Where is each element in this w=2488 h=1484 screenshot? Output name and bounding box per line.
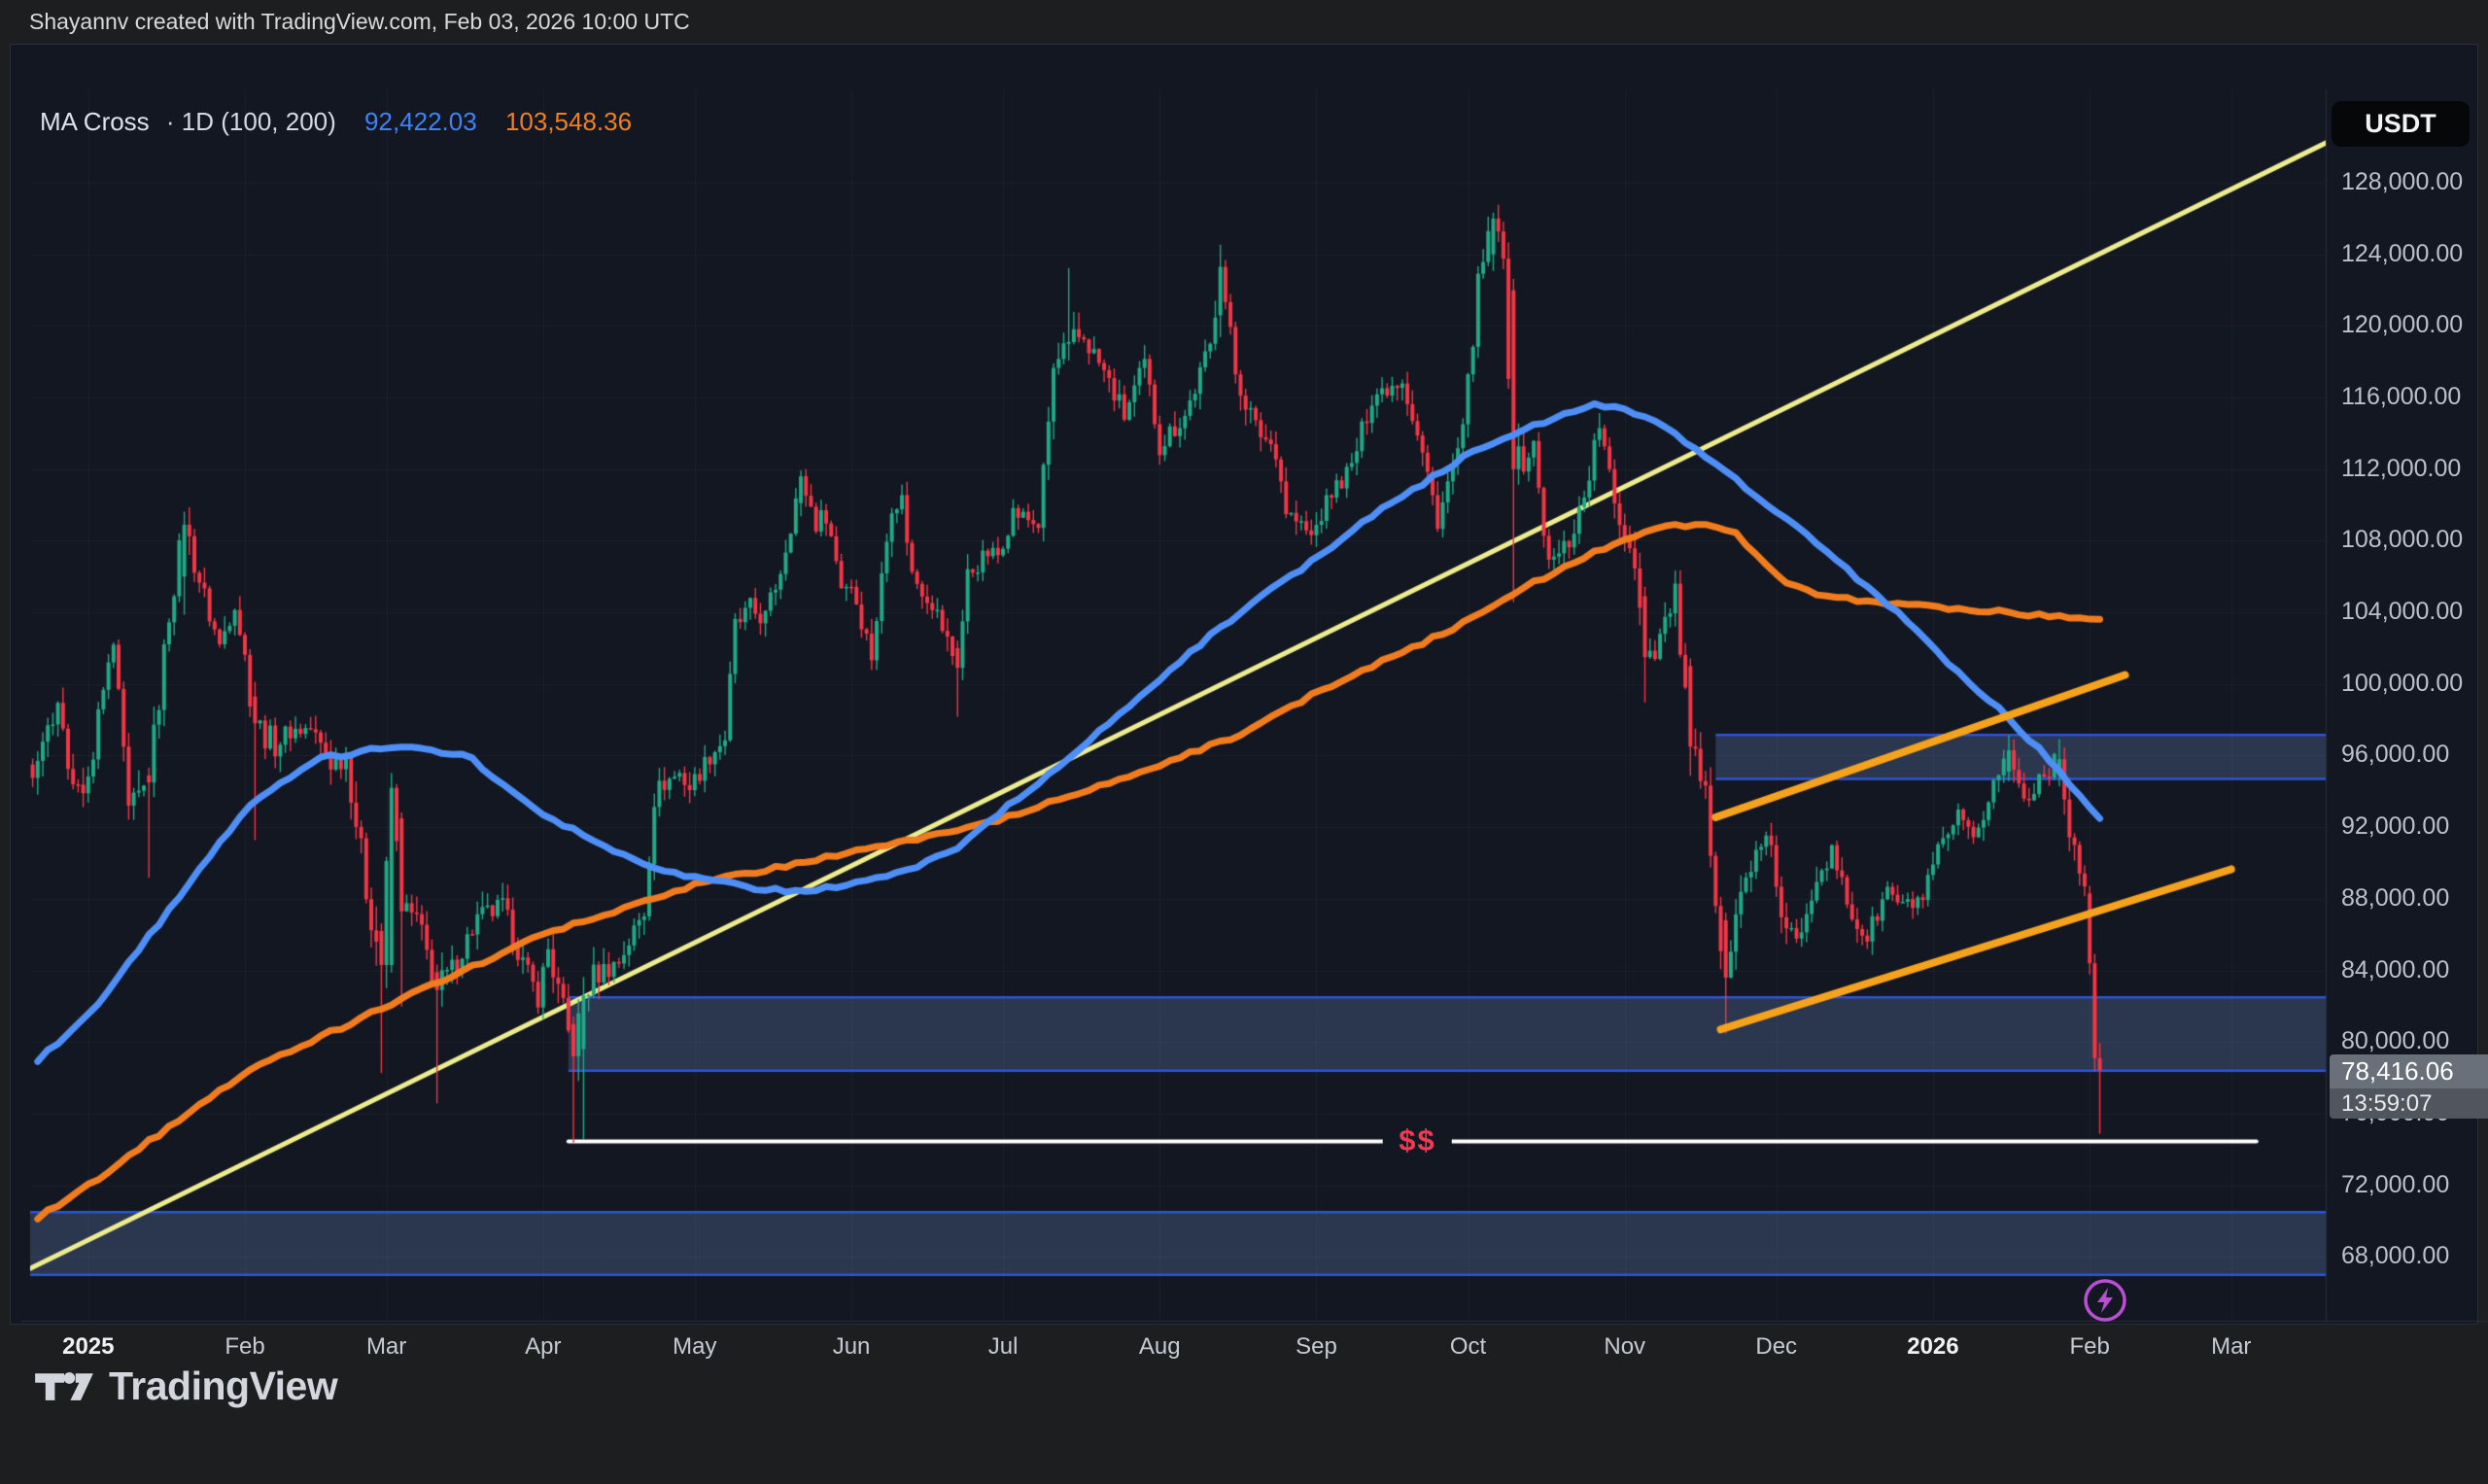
price-tick: 124,000.00	[2341, 239, 2464, 267]
flash-icon[interactable]	[2080, 1275, 2130, 1326]
time-tick: May	[673, 1333, 717, 1360]
last-price-label: 78,416.06 13:59:07	[2330, 1053, 2488, 1119]
time-tick: 2026	[1907, 1333, 1959, 1360]
time-tick: Feb	[225, 1333, 265, 1360]
time-tick: Mar	[2211, 1333, 2252, 1360]
time-tick: Sep	[1296, 1333, 1337, 1360]
price-tick: 68,000.00	[2341, 1242, 2450, 1270]
time-tick: Jul	[987, 1333, 1019, 1360]
time-tick: 2025	[62, 1333, 115, 1360]
footer-bar: TradingView	[33, 1357, 338, 1415]
price-tick: 92,000.00	[2341, 812, 2450, 841]
dollar-annotation[interactable]: $$	[1383, 1122, 1452, 1158]
price-tick: 104,000.00	[2341, 598, 2464, 626]
tradingview-snapshot: Shayannv created with TradingView.com, F…	[10, 0, 2488, 1484]
time-tick: Apr	[525, 1333, 562, 1360]
time-tick: Feb	[2069, 1333, 2110, 1360]
price-tick: 116,000.00	[2341, 383, 2462, 411]
price-chart-canvas[interactable]	[11, 45, 2488, 1484]
price-tick: 128,000.00	[2341, 168, 2464, 196]
price-tick: 84,000.00	[2341, 955, 2450, 984]
price-tick: 108,000.00	[2341, 526, 2464, 554]
time-tick: Aug	[1138, 1333, 1181, 1360]
price-tick: 100,000.00	[2341, 669, 2464, 697]
indicator-legend[interactable]: MA Cross · 1D (100, 200) 92,422.03 103,5…	[40, 107, 632, 137]
time-tick: Mar	[365, 1333, 407, 1360]
price-tick: 112,000.00	[2341, 454, 2462, 482]
attribution-text: Shayannv created with TradingView.com, F…	[29, 9, 690, 34]
bar-countdown: 13:59:07	[2330, 1087, 2488, 1119]
time-tick: Nov	[1604, 1333, 1646, 1360]
price-tick: 120,000.00	[2341, 311, 2464, 339]
time-tick: Dec	[1755, 1333, 1798, 1360]
time-tick: Oct	[1449, 1333, 1487, 1360]
lightning-bolt-icon	[2097, 1288, 2113, 1313]
chart-panel: MA Cross · 1D (100, 200) 92,422.03 103,5…	[10, 44, 2488, 1484]
currency-button[interactable]: USDT	[2332, 101, 2470, 147]
header-bar: Shayannv created with TradingView.com, F…	[29, 0, 690, 44]
ma200-value: 103,548.36	[504, 107, 633, 136]
price-tick: 80,000.00	[2341, 1027, 2450, 1055]
price-tick: 72,000.00	[2341, 1170, 2450, 1198]
indicator-settings: · 1D (100, 200)	[165, 107, 336, 136]
time-tick: Jun	[832, 1333, 871, 1360]
tradingview-logo-text: TradingView	[109, 1363, 338, 1408]
price-tick: 88,000.00	[2341, 883, 2450, 912]
price-tick: 96,000.00	[2341, 741, 2450, 769]
indicator-title: MA Cross	[40, 107, 150, 136]
ma100-value: 92,422.03	[364, 107, 477, 136]
last-price-value: 78,416.06	[2330, 1053, 2488, 1088]
tradingview-logo-icon	[35, 1372, 93, 1400]
